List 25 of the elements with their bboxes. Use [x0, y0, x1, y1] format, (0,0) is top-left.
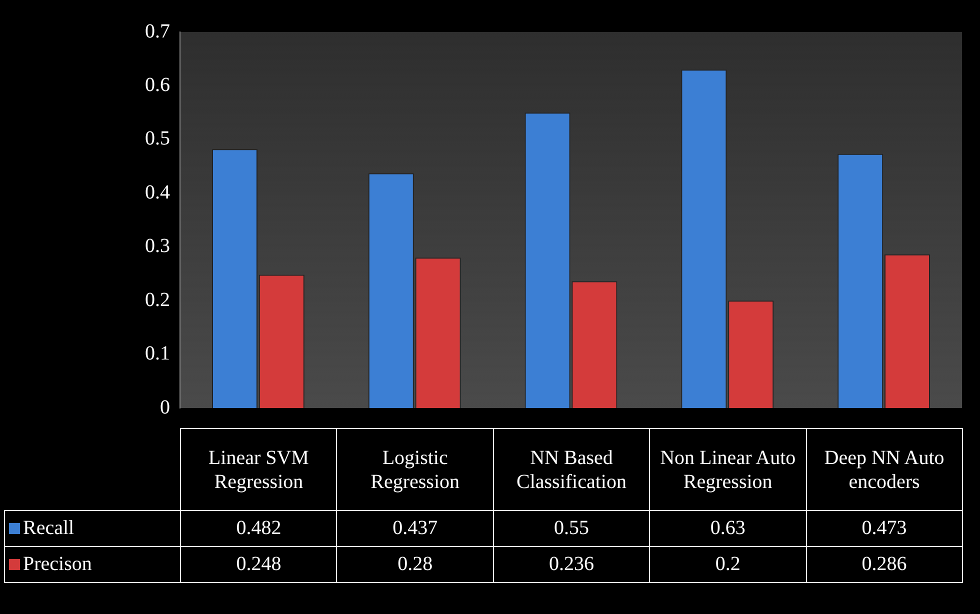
y-tick-label: 0.4: [145, 181, 170, 204]
data-label: 0.248: [180, 546, 337, 582]
data-label: 0.437: [336, 510, 494, 546]
x-tick-label: Linear SVM Regression: [180, 428, 337, 510]
data-label: 0.473: [806, 510, 962, 546]
legend-label: Precison: [4, 546, 180, 582]
y-tick-label: 0.6: [145, 74, 170, 96]
data-label: 0.482: [180, 510, 337, 546]
y-tick-label: 0.2: [145, 288, 170, 311]
data-label: 0.2: [650, 546, 806, 582]
data-label: 0.63: [650, 510, 806, 546]
x-tick-label: Logistic Regression: [336, 428, 494, 510]
x-tick-label: Non Linear Auto Regression: [650, 428, 806, 510]
y-tick-label: 0.1: [145, 342, 170, 365]
legend-label: Recall: [4, 510, 180, 546]
data-label: 0.286: [806, 546, 962, 582]
data-label: 0.55: [493, 510, 650, 546]
y-tick-label: 0.5: [145, 128, 170, 150]
x-tick-label: NN Based Classification: [493, 428, 650, 510]
data-label: 0.28: [336, 546, 494, 582]
y-tick-label: 0.3: [145, 235, 170, 258]
y-tick-label: 0: [160, 396, 170, 418]
x-tick-label: Deep NN Auto encoders: [806, 428, 962, 510]
y-tick-label: 0.7: [145, 20, 170, 42]
data-label: 0.236: [493, 546, 650, 582]
